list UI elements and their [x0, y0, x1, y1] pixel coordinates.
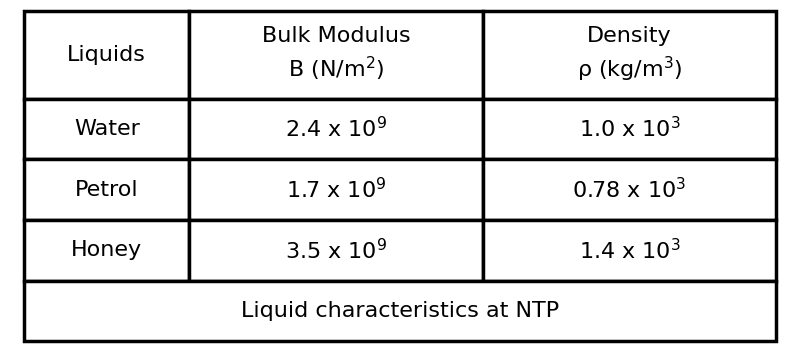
Text: Bulk Modulus
B (N/m$^2$): Bulk Modulus B (N/m$^2$)	[262, 26, 410, 83]
Bar	[190, 11, 482, 99]
Text: 1.0 x 10$^3$: 1.0 x 10$^3$	[578, 117, 680, 142]
Bar	[482, 99, 776, 159]
Text: 0.78 x 10$^3$: 0.78 x 10$^3$	[572, 177, 686, 202]
Text: Liquid characteristics at NTP: Liquid characteristics at NTP	[241, 301, 559, 321]
Text: 1.7 x 10$^9$: 1.7 x 10$^9$	[286, 177, 386, 202]
Bar	[482, 159, 776, 220]
Bar	[24, 159, 190, 220]
Text: 3.5 x 10$^9$: 3.5 x 10$^9$	[285, 238, 387, 263]
Bar	[24, 281, 776, 341]
Bar	[482, 220, 776, 281]
Text: 1.4 x 10$^3$: 1.4 x 10$^3$	[578, 238, 680, 263]
Text: Water: Water	[74, 119, 140, 139]
Text: Density
ρ (kg/m$^3$): Density ρ (kg/m$^3$)	[577, 26, 682, 84]
Bar	[190, 220, 482, 281]
Bar	[24, 99, 190, 159]
Bar	[190, 99, 482, 159]
Text: Liquids: Liquids	[67, 45, 146, 65]
Text: Petrol: Petrol	[75, 180, 138, 200]
Bar	[190, 159, 482, 220]
Text: Honey: Honey	[71, 240, 142, 260]
Text: 2.4 x 10$^9$: 2.4 x 10$^9$	[285, 117, 387, 142]
Bar	[24, 11, 190, 99]
Bar	[482, 11, 776, 99]
Bar	[24, 220, 190, 281]
